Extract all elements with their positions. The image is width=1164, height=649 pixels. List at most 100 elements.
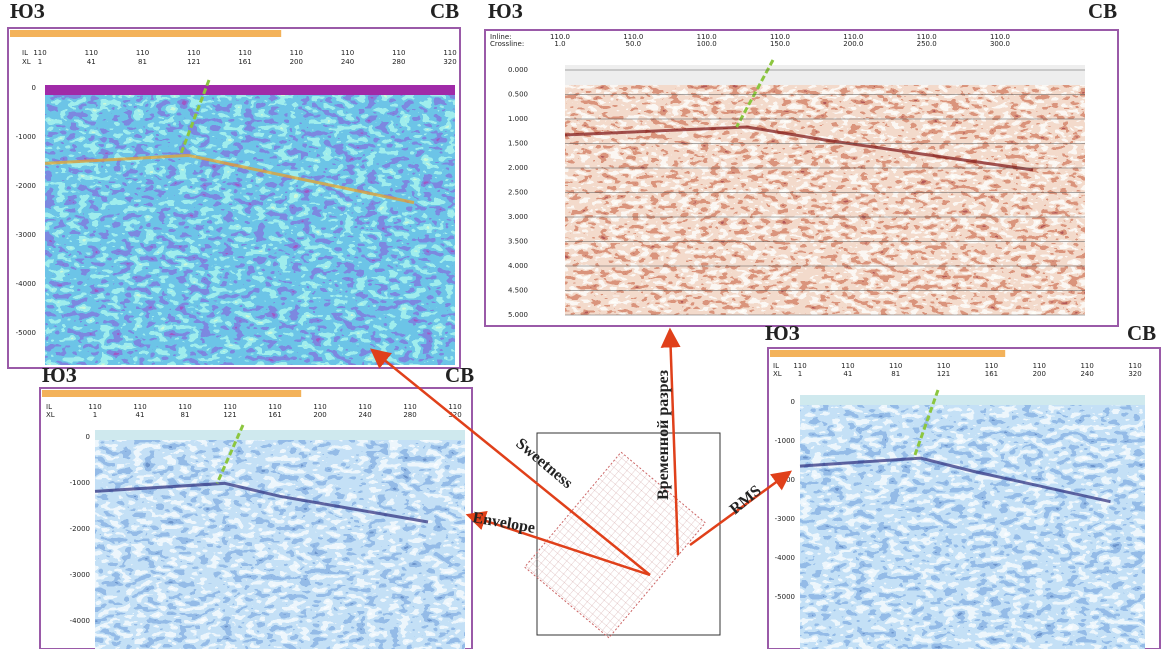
- title-bar: [10, 30, 282, 37]
- inline-tick: 110: [443, 49, 456, 57]
- title-bar: [770, 350, 1006, 357]
- crossline-tick: 280: [403, 411, 416, 419]
- crossline-tick: 41: [87, 58, 96, 66]
- depth-tick: 1.000: [508, 115, 528, 123]
- inline-tick: 110.0: [917, 33, 937, 41]
- crossline-tick: 81: [181, 411, 190, 419]
- crossline-tick: 320: [1128, 370, 1141, 378]
- crossline-tick: 161: [985, 370, 998, 378]
- axis-label: Crossline:: [490, 40, 524, 48]
- depth-tick: 3.000: [508, 213, 528, 221]
- side-label: СВ: [1088, 0, 1117, 23]
- inline-tick: 110: [136, 49, 149, 57]
- arrow-label: Временной разрез: [655, 369, 672, 500]
- crossline-tick: 280: [392, 58, 405, 66]
- inline-tick: 110: [187, 49, 200, 57]
- arrows: [370, 327, 793, 577]
- axis-label: XL: [773, 370, 782, 378]
- crossline-tick: 320: [448, 411, 461, 419]
- depth-tick: 2.000: [508, 164, 528, 172]
- inline-tick: 110.0: [623, 33, 643, 41]
- inline-tick: 110: [1033, 362, 1046, 370]
- marker-arrow: [912, 389, 940, 459]
- crossline-tick: 200: [1033, 370, 1046, 378]
- inline-tick: 110: [341, 49, 354, 57]
- depth-tick: -2000: [16, 182, 36, 190]
- marker-arrow: [178, 79, 211, 156]
- depth-tick: 4.000: [508, 262, 528, 270]
- crossline-tick: 41: [136, 411, 145, 419]
- crossline-tick: 161: [238, 58, 251, 66]
- seismic-image: [45, 95, 455, 365]
- seismic-image: [95, 440, 465, 649]
- seismic-image: [800, 405, 1145, 649]
- side-label: СВ: [1127, 321, 1156, 345]
- inline-tick: 110: [1080, 362, 1093, 370]
- inline-tick: 110: [268, 403, 281, 411]
- inline-tick: 110: [313, 403, 326, 411]
- axis-label: XL: [46, 411, 55, 419]
- crossline-tick: 1.0: [554, 40, 565, 48]
- side-label: СВ: [445, 363, 474, 387]
- depth-tick: -5000: [775, 593, 795, 601]
- depth-tick: 3.500: [508, 238, 528, 246]
- crossline-tick: 100.0: [697, 40, 717, 48]
- depth-tick: 5.000: [508, 311, 528, 319]
- arrow-label: Envelope: [471, 509, 536, 537]
- crossline-tick: 81: [138, 58, 147, 66]
- depth-tick: -3000: [16, 231, 36, 239]
- arrow-label: RMS: [727, 482, 765, 518]
- inline-tick: 110: [178, 403, 191, 411]
- crossline-tick: 121: [937, 370, 950, 378]
- marker-arrow: [735, 59, 775, 128]
- depth-tick: 1.500: [508, 140, 528, 148]
- crossline-tick: 50.0: [626, 40, 642, 48]
- reflector: [564, 125, 1034, 172]
- inline-tick: 110: [889, 362, 902, 370]
- inline-tick: 110.0: [697, 33, 717, 41]
- inline-tick: 110: [133, 403, 146, 411]
- crossline-tick: 1: [38, 58, 42, 66]
- depth-tick: 0: [86, 433, 90, 441]
- depth-tick: -4000: [16, 280, 36, 288]
- marker-arrow: [215, 424, 245, 484]
- crossline-tick: 150.0: [770, 40, 790, 48]
- depth-tick: 2.500: [508, 189, 528, 197]
- inline-tick: 110: [238, 49, 251, 57]
- side-label: СВ: [430, 0, 459, 23]
- inline-tick: 110: [88, 403, 101, 411]
- inline-tick: 110: [33, 49, 46, 57]
- inline-tick: 110: [358, 403, 371, 411]
- inline-tick: 110: [448, 403, 461, 411]
- overview-diagram: [523, 432, 721, 639]
- crossline-tick: 240: [358, 411, 371, 419]
- crossline-tick: 81: [891, 370, 900, 378]
- crossline-tick: 320: [443, 58, 456, 66]
- axis-label: XL: [22, 58, 31, 66]
- depth-tick: -4000: [70, 617, 90, 625]
- arrow: [370, 348, 651, 576]
- reflector: [799, 456, 1111, 504]
- crossline-tick: 250.0: [917, 40, 937, 48]
- depth-tick: -1000: [16, 133, 36, 141]
- depth-tick: 0.500: [508, 91, 528, 99]
- crossline-tick: 240: [341, 58, 354, 66]
- crossline-tick: 121: [223, 411, 236, 419]
- inline-tick: 110: [85, 49, 98, 57]
- depth-tick: -4000: [775, 554, 795, 562]
- depth-tick: -1000: [70, 479, 90, 487]
- inline-tick: 110: [223, 403, 236, 411]
- side-label: ЮЗ: [765, 321, 800, 345]
- arrow: [660, 327, 681, 556]
- inline-tick: 110: [841, 362, 854, 370]
- axis-label: IL: [773, 362, 779, 370]
- depth-tick: 0: [32, 84, 36, 92]
- inline-tick: 110: [290, 49, 303, 57]
- side-label: ЮЗ: [488, 0, 523, 23]
- depth-tick: -1000: [775, 437, 795, 445]
- crossline-tick: 161: [268, 411, 281, 419]
- inline-tick: 110: [1128, 362, 1141, 370]
- inline-tick: 110.0: [550, 33, 570, 41]
